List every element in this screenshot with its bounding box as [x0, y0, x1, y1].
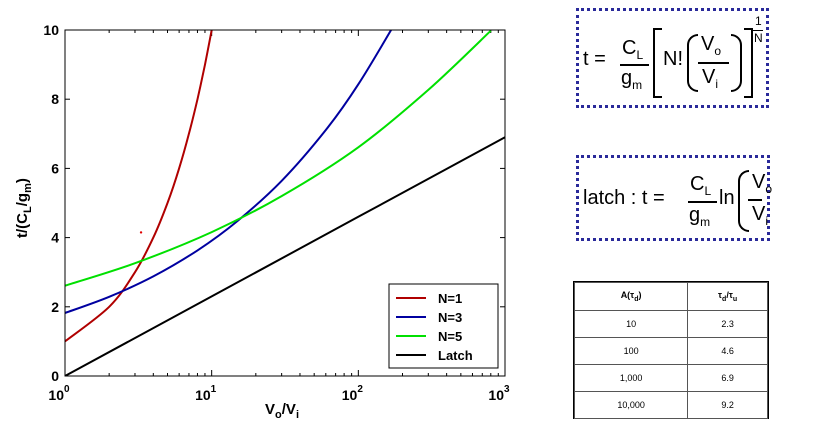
- tau-table-container: A(τd) τd/τu 10 2.3 100 4.6 1,000 6.9 10,…: [573, 281, 769, 419]
- y-tick-label: 4: [51, 230, 59, 246]
- x-tick-label: 100: [48, 384, 70, 403]
- series-line-latch: [65, 136, 505, 376]
- legend-label: N=3: [438, 310, 462, 325]
- formula-gm: gm: [621, 67, 643, 92]
- formula-cl: CL: [690, 173, 712, 198]
- formula-ln: ln: [719, 187, 735, 209]
- tau-table: A(τd) τd/τu 10 2.3 100 4.6 1,000 6.9 10,…: [573, 282, 768, 419]
- table-cell: 4.6: [687, 337, 768, 365]
- right-bracket: [744, 28, 753, 98]
- formula-general-box: t = CL gm N! Vo Vi 1 N: [576, 8, 769, 108]
- right-paren: [731, 34, 742, 92]
- table-row: 1,000 6.9: [573, 364, 768, 392]
- exponent-denominator: N: [754, 31, 763, 45]
- formula-lhs: t =: [583, 48, 606, 70]
- legend: N=1 N=3 N=5 Latch: [388, 283, 499, 369]
- y-axis-title: t/(CL/gm): [14, 178, 34, 238]
- left-paren: [738, 170, 749, 232]
- formula-vo: Vo: [701, 33, 722, 58]
- table-cell: 9.2: [687, 391, 768, 419]
- series-line-n-5: [65, 30, 492, 287]
- left-bracket: [653, 28, 662, 98]
- series-layer: [65, 30, 505, 376]
- fraction-bar: [688, 201, 717, 203]
- formula-latch-lhs: latch : t =: [583, 187, 665, 209]
- formula-gm: gm: [689, 204, 711, 229]
- table-cell: 100: [573, 337, 689, 365]
- fraction-bar: [698, 62, 729, 64]
- annotation-dot: [139, 231, 143, 234]
- y-tick-label: 0: [51, 368, 59, 384]
- formula-vi: Vi: [752, 203, 769, 228]
- fraction-bar: [748, 199, 762, 201]
- series-line-n-1: [65, 30, 213, 343]
- formula-vi: Vi: [702, 66, 719, 91]
- x-tick-label: 101: [195, 384, 217, 403]
- table-cell: 10: [573, 310, 689, 338]
- formula-vo: Vo: [752, 171, 773, 196]
- series-line-n-3: [65, 30, 393, 314]
- column-header-gain: A(τd): [573, 282, 689, 311]
- plot-frame: [64, 29, 506, 377]
- table-row: 100 4.6: [573, 337, 768, 365]
- x-tick-label: 102: [342, 384, 364, 403]
- table-cell: 6.9: [687, 364, 768, 392]
- table-cell: 1,000: [573, 364, 689, 392]
- table-row: 10 2.3: [573, 310, 768, 338]
- formula-cl: CL: [622, 37, 644, 62]
- legend-label: N=1: [438, 291, 462, 306]
- formula-nfact: N!: [663, 48, 683, 70]
- x-tick-label: 103: [488, 384, 510, 403]
- tick-labels: 0 2 4 6 8 10 100 101 102 103: [43, 22, 510, 403]
- y-tick-label: 10: [43, 22, 59, 38]
- exponent-numerator: 1: [755, 14, 762, 28]
- legend-label: Latch: [438, 348, 473, 363]
- table-cell: 2.3: [687, 310, 768, 338]
- chart: 0 2 4 6 8 10 100 101 102 103 N=1 N=3 N=5 Latch Vo/Vi…: [14, 22, 510, 421]
- left-paren: [687, 34, 698, 92]
- legend-label: N=5: [438, 329, 462, 344]
- formula-latch-box: latch : t = CL gm ln Vo Vi: [576, 155, 773, 241]
- table-cell: 10,000: [573, 391, 689, 419]
- table-header-row: A(τd) τd/τu: [573, 282, 768, 311]
- y-tick-label: 6: [51, 160, 59, 176]
- y-tick-label: 8: [51, 91, 59, 107]
- fraction-bar: [620, 64, 649, 66]
- exponent-bar: [753, 30, 763, 31]
- y-tick-label: 2: [51, 299, 59, 315]
- table-row: 10,000 9.2: [573, 391, 768, 419]
- column-header-ratio: τd/τu: [687, 282, 768, 311]
- x-axis-title: Vo/Vi: [265, 401, 299, 421]
